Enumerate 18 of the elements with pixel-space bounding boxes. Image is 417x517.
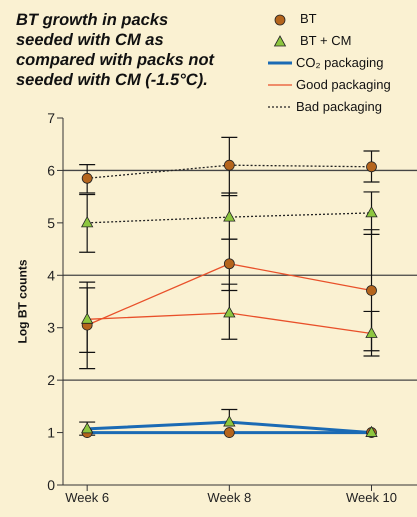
y-tick-label: 3 bbox=[47, 320, 56, 336]
x-tick-label: Week 6 bbox=[65, 490, 110, 506]
y-tick-label: 6 bbox=[47, 162, 56, 178]
text: Good packaging bbox=[296, 77, 391, 92]
y-tick-label: 7 bbox=[47, 110, 56, 126]
x-tick-label: Week 8 bbox=[207, 490, 252, 506]
y-axis-title: Log BT counts bbox=[15, 259, 30, 344]
text: BT + CM bbox=[300, 33, 352, 48]
y-tick-label: 1 bbox=[47, 424, 56, 441]
y-tick-label: 2 bbox=[47, 372, 56, 388]
text: BT bbox=[300, 11, 317, 26]
text: CO₂ packaging bbox=[296, 55, 384, 70]
y-tick-label: 0 bbox=[47, 476, 56, 493]
y-tick-label: 5 bbox=[47, 214, 56, 231]
chart-title: BT growth in packs seeded with CM as compared with packs not seeded with CM (-1.5°C). bbox=[16, 11, 214, 89]
y-tick-label: 4 bbox=[47, 267, 56, 284]
x-tick-label: Week 10 bbox=[346, 490, 398, 506]
text: Bad packaging bbox=[296, 99, 382, 114]
